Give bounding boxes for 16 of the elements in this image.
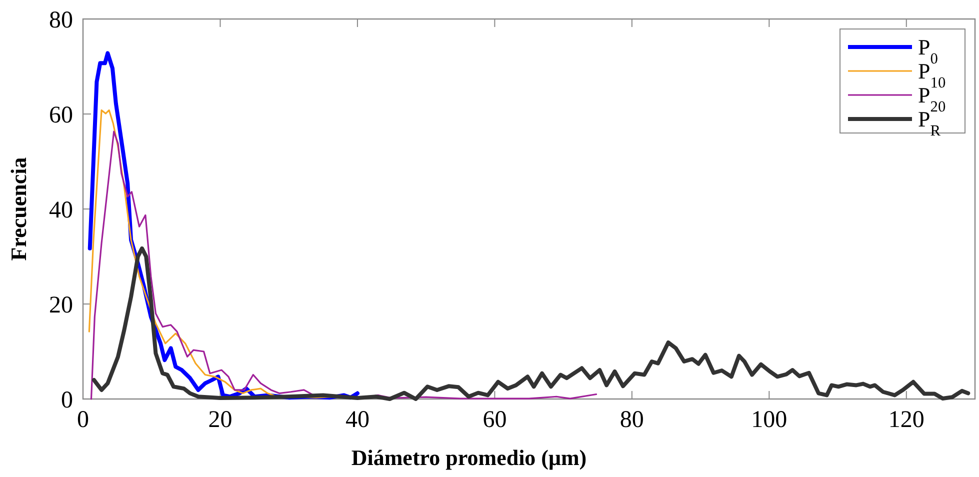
y-tick-label: 60 — [49, 102, 73, 128]
y-tick-label: 0 — [61, 387, 73, 414]
line-series — [90, 130, 598, 400]
y-tick-label: 40 — [49, 197, 73, 224]
y-axis-title: Frecuencia — [6, 157, 31, 261]
x-tick-label: 60 — [482, 407, 507, 433]
x-tick-label: 80 — [620, 407, 644, 433]
x-tick-label: 100 — [751, 407, 788, 433]
x-tick-label: 20 — [208, 407, 232, 433]
y-tick-label: 20 — [49, 292, 73, 318]
x-tick-label: 120 — [888, 407, 924, 433]
x-tick-label: 0 — [77, 407, 89, 433]
x-tick-label: 40 — [345, 407, 370, 433]
y-tick-label: 80 — [49, 7, 73, 34]
x-axis-title: Diámetro promedio (μm) — [351, 445, 587, 470]
line-series — [92, 246, 970, 401]
